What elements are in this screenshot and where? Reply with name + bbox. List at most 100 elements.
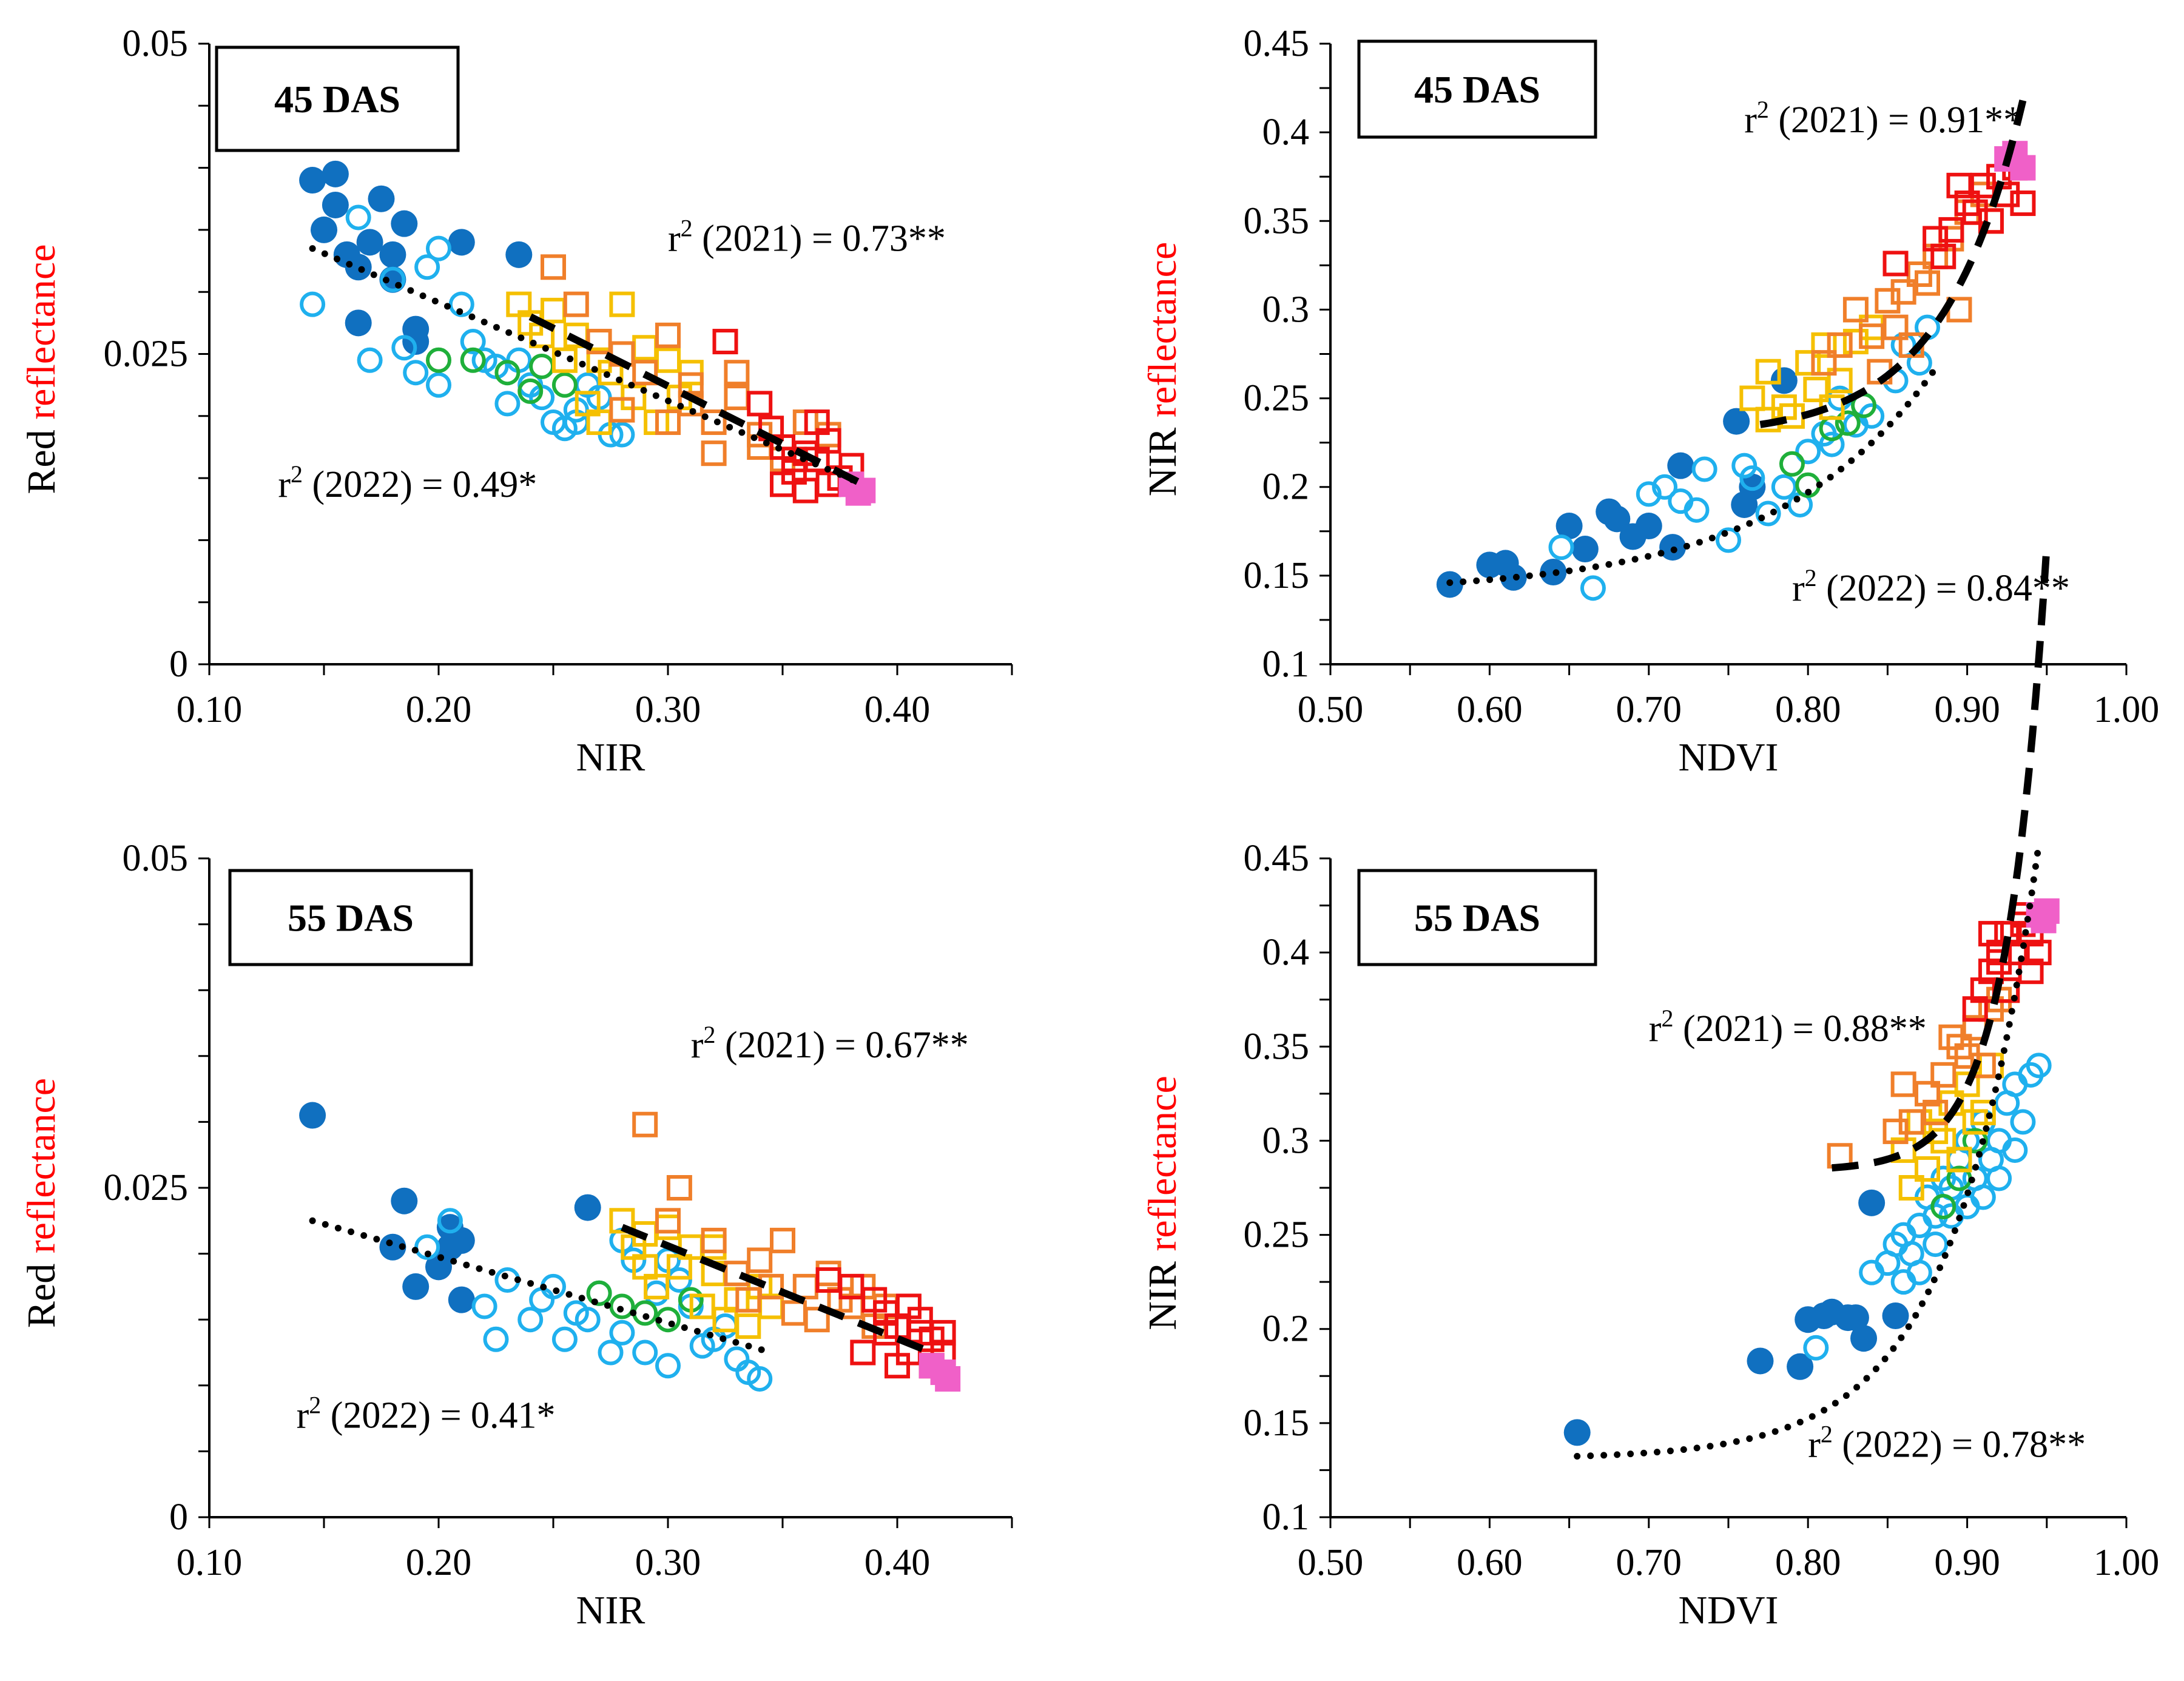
panel-title-box (1357, 869, 1597, 966)
data-point-yellow (1946, 1147, 1972, 1173)
y-tick-label: 0.1 (1262, 644, 1310, 685)
data-point-dark_blue (1571, 536, 1599, 563)
data-point-green (517, 378, 544, 404)
data-point-light_blue (2010, 1109, 2036, 1135)
data-point-orange (815, 1261, 841, 1287)
data-point-yellow (632, 335, 658, 361)
data-point-dark_blue (1635, 513, 1662, 540)
data-point-dark_blue (311, 216, 337, 243)
x-tick-label: 1.00 (2094, 1542, 2160, 1583)
data-point-yellow (1898, 1175, 1924, 1201)
data-point-orange (563, 291, 589, 317)
fit-line-2022 (309, 1217, 775, 1356)
data-point-yellow (1930, 1128, 1956, 1154)
data-point-light_blue (1923, 1231, 1949, 1258)
data-point-yellow (1803, 376, 1829, 402)
data-point-light_blue (1684, 497, 1710, 523)
data-point-light_blue (471, 1293, 497, 1319)
data-point-yellow (735, 1313, 761, 1339)
y-axis-title-prefix: Red (19, 420, 64, 494)
data-point-yellow (644, 1273, 670, 1299)
panel-title-box (215, 45, 460, 152)
data-point-red (1923, 226, 1949, 252)
data-point-red (907, 1307, 933, 1333)
data-point-red (930, 1319, 956, 1346)
data-point-orange (1890, 279, 1916, 305)
data-point-orange (781, 1300, 807, 1326)
data-point-yellow (1739, 385, 1765, 411)
data-point-pink (935, 1366, 961, 1392)
y-tick-label: 0.3 (1262, 289, 1310, 330)
fit-line-2022 (1574, 841, 2043, 1460)
data-point-red (804, 409, 830, 436)
x-tick-label: 0.40 (864, 1542, 931, 1583)
data-point-yellow (655, 1214, 681, 1241)
data-point-dark_blue (379, 241, 406, 268)
data-point-light_blue (609, 1319, 635, 1346)
data-point-light_blue (655, 1353, 681, 1379)
data-point-orange (724, 1261, 750, 1287)
data-point-light_blue (689, 1333, 715, 1359)
data-point-dark_blue (1850, 1325, 1878, 1352)
data-point-light_blue (345, 204, 371, 231)
r-squared-annotation: r2 (2021) = 0.91** (1744, 96, 2022, 141)
data-point-light_blue (575, 1307, 601, 1333)
data-point-light_blue (1739, 465, 1765, 491)
x-tick-label: 0.90 (1934, 1542, 2000, 1583)
data-point-yellow (689, 1293, 715, 1319)
data-point-pink (845, 480, 871, 506)
data-point-dark_blue (448, 1286, 475, 1313)
data-point-light_blue (2026, 1053, 2052, 1079)
data-point-dark_blue (448, 229, 475, 256)
data-point-yellow (1962, 1109, 1988, 1135)
data-point-green (609, 1293, 635, 1319)
data-point-red (1930, 243, 1956, 269)
chart-panel-p4: 0.50 0.60 0.70 0.80 0.90 1.00 0.1 0.15 0.2 0.25 0.… (1141, 545, 2159, 1632)
data-point-orange (655, 409, 681, 436)
data-point-red (1882, 251, 1909, 277)
data-point-orange (541, 254, 566, 280)
r-squared-annotation: r2 (2022) = 0.41* (297, 1391, 556, 1436)
x-tick-label: 0.40 (864, 689, 931, 730)
y-tick-label: 0 (169, 644, 188, 685)
data-point-dark_blue (1882, 1302, 1909, 1329)
data-point-red (712, 329, 738, 355)
data-point-dark_blue (402, 1273, 430, 1300)
y-tick-label: 0.15 (1244, 1403, 1310, 1444)
data-point-dark_blue (1603, 505, 1631, 533)
data-point-orange (701, 440, 727, 467)
data-point-dark_blue (1770, 367, 1798, 394)
y-axis-title-accent: reflectance (19, 1078, 64, 1253)
r-squared-annotation: r2 (2022) = 0.78** (1808, 1421, 2086, 1466)
x-tick-label: 0.20 (406, 1542, 472, 1583)
data-point-dark_blue (368, 185, 395, 212)
data-point-light_blue (735, 1359, 761, 1386)
y-tick-label: 0.025 (104, 1167, 189, 1208)
data-point-yellow (701, 1234, 727, 1260)
data-point-dark_blue (1842, 1304, 1869, 1332)
data-point-light_blue (494, 391, 521, 417)
data-point-green (1779, 451, 1805, 477)
data-point-yellow (1890, 1137, 1916, 1163)
data-point-orange (747, 1247, 773, 1273)
data-point-light_blue (380, 266, 406, 292)
data-point-orange (1898, 1109, 1924, 1135)
data-point-dark_blue (345, 254, 372, 281)
y-tick-label: 0.4 (1262, 932, 1310, 973)
data-point-orange (1906, 261, 1932, 287)
data-point-light_blue (357, 347, 383, 373)
y-axis-title: Red reflectance (19, 244, 64, 494)
data-point-dark_blue (1563, 1419, 1591, 1446)
data-point-light_blue (1954, 1128, 1980, 1154)
data-point-yellow (1842, 329, 1869, 355)
data-point-green (551, 372, 578, 398)
x-tick-label: 0.70 (1616, 689, 1682, 730)
data-point-light_blue (300, 291, 326, 317)
x-tick-label: 0.50 (1298, 689, 1364, 730)
y-tick-label: 0.025 (104, 334, 189, 375)
panel-title: 55 DAS (1414, 897, 1540, 940)
x-tick-label: 0.70 (1616, 1542, 1682, 1583)
data-point-dark_blue (402, 315, 430, 343)
r-squared-annotation: r2 (2022) = 0.49* (278, 460, 537, 505)
data-point-green (1962, 1128, 1988, 1154)
